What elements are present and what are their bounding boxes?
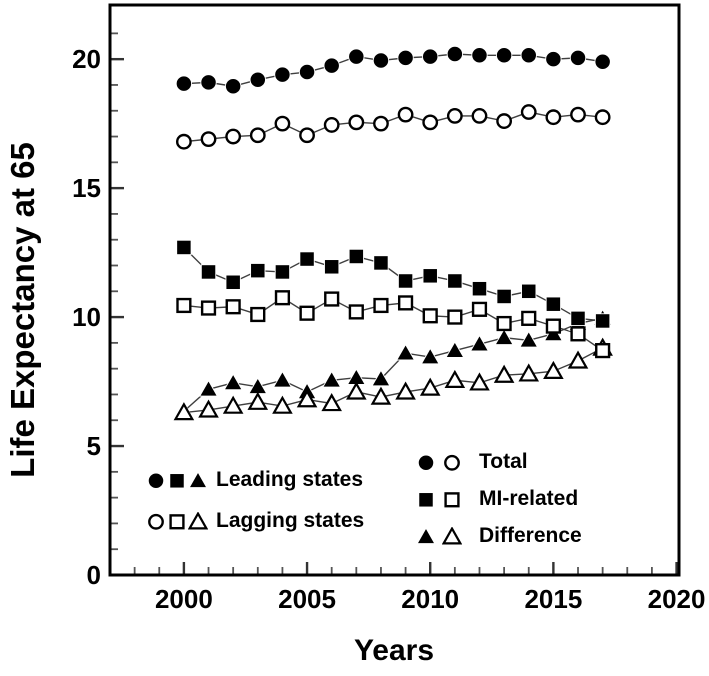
legend-item-mi-related: MI-related: [416, 487, 582, 511]
filled-square-icon: [169, 472, 185, 488]
series-line-filled-triangle: [183, 317, 603, 412]
open-square-icon: [444, 491, 460, 507]
y-tick-label: 20: [72, 44, 101, 74]
x-tick-label: 2000: [155, 584, 213, 614]
series-line-filled-square: [183, 246, 603, 322]
y-tick-label: 15: [72, 173, 101, 203]
legend-item-leading-states: Leading states: [146, 468, 364, 492]
x-tick-label: 2010: [401, 584, 459, 614]
open-circle-icon: [148, 513, 164, 530]
filled-square-icon: [418, 491, 434, 507]
series-markers-open-circle: [175, 104, 611, 150]
axis-ticks: 2000 2005 2010 2015 2020 0 5 10 15 20: [72, 32, 706, 614]
x-axis-label: Years: [353, 634, 435, 667]
filled-triangle-icon: [416, 526, 436, 544]
legend-state-groups: Leading states Lagging states: [146, 468, 364, 550]
open-circle-icon: [444, 454, 460, 471]
x-tick-label: 2015: [524, 584, 582, 614]
legend-label-lagging-states: Lagging states: [216, 509, 365, 532]
series-line-open-triangle: [183, 347, 603, 414]
x-tick-label: 2020: [648, 584, 706, 614]
y-tick-label: 5: [87, 431, 101, 461]
legend-label-difference: Difference: [479, 524, 582, 547]
filled-circle-icon: [147, 472, 165, 489]
legend-measures: Total MI-related Difference: [416, 450, 582, 561]
open-square-icon: [169, 513, 185, 529]
legend-label-mi-related: MI-related: [479, 487, 579, 510]
leading-states-markers-icon: [146, 470, 209, 490]
filled-triangle-icon: [188, 470, 208, 488]
plot-frame: [108, 3, 681, 577]
open-triangle-icon: [188, 511, 208, 529]
legend-label-leading-states: Leading states: [216, 468, 364, 491]
series-markers-filled-circle: [175, 45, 611, 95]
lagging-states-markers-icon: [146, 511, 209, 531]
filled-circle-icon: [417, 454, 435, 471]
y-tick-label: 10: [72, 302, 101, 332]
x-tick-label: 2005: [278, 584, 336, 614]
series-line-open-square: [183, 296, 604, 352]
series-markers-filled-square: [176, 239, 611, 329]
series-markers-open-triangle: [173, 337, 613, 421]
legend-item-lagging-states: Lagging states: [146, 509, 364, 533]
series-markers-open-square: [176, 290, 611, 359]
legend-item-total: Total: [416, 450, 582, 474]
y-axis-label: Life Expectancy at 65: [4, 142, 41, 478]
series-line-filled-circle: [183, 53, 603, 87]
total-markers-icon: [416, 453, 468, 472]
difference-markers-icon: [416, 526, 468, 546]
legend-label-total: Total: [479, 450, 528, 473]
open-triangle-icon: [442, 526, 462, 544]
series-line-open-circle: [183, 111, 603, 143]
mi-related-markers-icon: [416, 490, 468, 509]
legend-item-difference: Difference: [416, 524, 582, 548]
y-tick-label: 0: [87, 560, 101, 590]
